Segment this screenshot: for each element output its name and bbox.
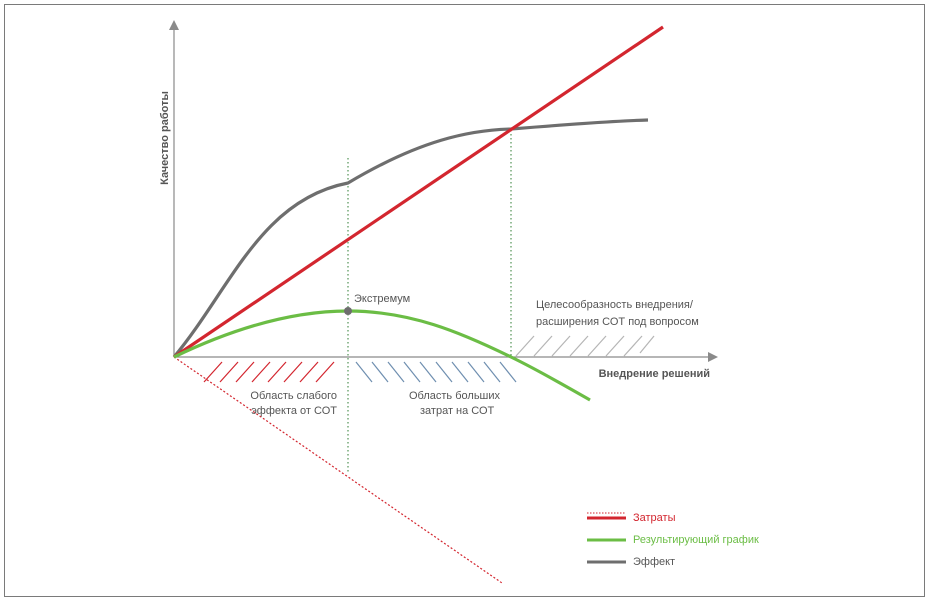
effect-curve <box>172 118 649 359</box>
legend: Затраты Результирующий график Эффект <box>587 512 759 568</box>
extremum-label: Экстремум <box>354 293 410 305</box>
hatch-expediency <box>515 335 655 357</box>
y-axis-label: Качество работы <box>159 91 171 185</box>
x-axis-label: Внедрение решений <box>599 368 710 380</box>
hatch-weak-effect <box>203 361 335 383</box>
result-curve <box>173 309 591 402</box>
cost-area-label-line2: затрат на СОТ <box>420 405 495 417</box>
legend-label-effect: Эффект <box>633 556 675 568</box>
legend-label-costs: Затраты <box>633 512 676 524</box>
cost-area-label-line1: Область больших <box>409 390 501 402</box>
expediency-label-line1: Целесообразность внедрения/ <box>536 299 694 311</box>
figure-frame <box>4 4 925 597</box>
expediency-label-line2: расширения СОТ под вопросом <box>536 316 699 328</box>
hatch-big-costs <box>355 361 517 383</box>
weak-area-label-line2: эффекта от СОТ <box>251 405 337 417</box>
weak-area-label-line1: Область слабого <box>250 390 337 402</box>
cost-line <box>173 25 664 359</box>
extremum-point <box>344 307 352 315</box>
legend-label-result: Результирующий график <box>633 534 759 546</box>
